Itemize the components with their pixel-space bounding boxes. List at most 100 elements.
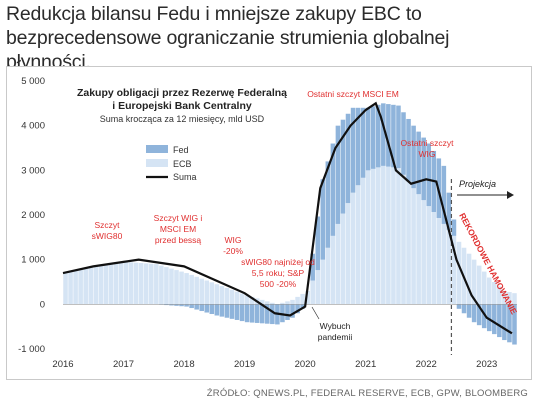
bar-ecb — [224, 287, 230, 305]
bar-ecb — [456, 241, 462, 305]
bar-ecb — [396, 168, 401, 305]
bar-fed — [401, 112, 406, 175]
bar-fed — [446, 192, 452, 230]
y-tick-label: 4 000 — [21, 121, 45, 132]
bar-fed — [199, 304, 204, 312]
bar-fed — [254, 304, 260, 323]
bar-ecb — [270, 302, 275, 305]
bar-ecb — [194, 276, 199, 305]
bar-ecb — [189, 274, 194, 305]
chart-subtitle: Suma krocząca za 12 miesięcy, mld USD — [100, 114, 265, 124]
y-tick-label: 0 — [40, 299, 45, 310]
bar-ecb — [436, 217, 442, 305]
bar-fed — [340, 119, 346, 214]
bar-ecb — [426, 206, 431, 305]
bar-fed — [295, 304, 300, 314]
bar-fed — [270, 304, 275, 325]
chart-title-line-1: Zakupy obligacji przez Rezerwę Federalną — [77, 87, 287, 99]
ticks-layer: -1 000 0 1 000 2 000 3 000 4 000 5 000 2016 2017… — [18, 76, 497, 370]
bar-fed — [396, 105, 401, 169]
annotation-wig-peak-line-1: Ostatni szczyt — [401, 138, 455, 148]
bar-ecb — [204, 280, 210, 305]
bar-fed — [184, 304, 189, 307]
annotation-wig-msci-peak-line-3: przed bessą — [155, 235, 202, 245]
bar-fed — [386, 104, 391, 167]
bar-fed — [376, 104, 381, 168]
bar-fed — [461, 304, 467, 314]
bar-fed — [285, 304, 290, 320]
bar-ecb — [391, 167, 396, 305]
bar-fed — [507, 304, 512, 343]
bar-ecb — [497, 286, 502, 305]
bar-fed — [512, 304, 517, 345]
bar-ecb — [133, 262, 139, 305]
bar-fed — [360, 107, 366, 178]
bar-ecb — [164, 267, 169, 305]
bar-fed — [290, 304, 295, 318]
bar-ecb — [103, 264, 109, 305]
bar-fed — [365, 107, 371, 171]
chart-frame: -1 000 0 1 000 2 000 3 000 4 000 5 000 2016 2017… — [6, 66, 532, 380]
bar-ecb — [411, 188, 416, 305]
bar-fed — [164, 304, 169, 306]
legend-swatch-ecb — [146, 159, 168, 167]
bar-fed — [189, 304, 194, 309]
annotation-wig-minus20-line-1: WIG — [225, 235, 242, 245]
bar-ecb — [320, 259, 326, 305]
bar-ecb — [300, 293, 305, 305]
bar-fed — [406, 118, 411, 182]
bar-fed — [486, 304, 492, 332]
bar-fed — [265, 304, 270, 324]
bar-fed — [219, 304, 225, 317]
bar-ecb — [219, 286, 225, 305]
bar-ecb — [330, 235, 336, 305]
bar-ecb — [229, 289, 235, 305]
bar-fed — [259, 304, 265, 324]
bar-ecb — [159, 265, 164, 305]
series-line-suma — [62, 101, 513, 335]
bar-ecb — [73, 270, 78, 305]
bar-fed — [335, 125, 341, 224]
bar-ecb — [355, 185, 361, 305]
bar-ecb — [365, 170, 371, 305]
bar-fed — [451, 219, 457, 236]
bar-ecb — [502, 290, 507, 305]
bar-ecb — [244, 295, 250, 305]
headline: Redukcja bilansu Fedu i mniejsze zakupy … — [6, 3, 450, 73]
annotation-projection: Projekcja — [457, 179, 514, 199]
x-tick-label: 2016 — [52, 359, 73, 370]
annotation-msci-em-peak: Ostatni szczyt MSCI EM — [307, 89, 399, 99]
annotation-swig80-peak: Szczyt sWIG80 — [92, 220, 123, 241]
bar-ecb — [340, 213, 346, 305]
bar-ecb — [421, 200, 426, 305]
bar-ecb — [290, 299, 295, 305]
bar-ecb — [138, 263, 144, 305]
bar-ecb — [143, 263, 149, 305]
bar-fed — [179, 304, 184, 307]
bar-ecb — [184, 273, 189, 305]
legend: Fed ECB Suma — [146, 145, 197, 182]
x-tick-label: 2022 — [416, 359, 437, 370]
bar-ecb — [174, 270, 179, 305]
bar-ecb — [123, 261, 129, 305]
bar-ecb — [113, 263, 119, 305]
bar-fed — [466, 304, 472, 318]
bar-fed — [325, 161, 331, 248]
bar-ecb — [401, 174, 406, 305]
bar-fed — [280, 304, 285, 323]
bar-ecb — [416, 194, 421, 305]
annotation-wig-minus20-line-2: -20% — [223, 246, 243, 256]
bar-ecb — [249, 296, 255, 305]
annotation-wig-msci-peak: Szczyt WIG i MSCI EM przed bessą — [154, 213, 203, 245]
bar-ecb — [63, 273, 68, 305]
bar-fed — [300, 304, 305, 309]
bar-fed — [411, 125, 416, 189]
bar-fed — [315, 216, 321, 271]
bar-fed — [214, 304, 220, 316]
legend-label-ecb: ECB — [173, 159, 192, 169]
bar-ecb — [199, 278, 204, 305]
bar-ecb — [481, 271, 487, 305]
bar-fed — [492, 304, 497, 335]
legend-label-suma: Suma — [173, 172, 197, 182]
bar-ecb — [446, 229, 452, 305]
